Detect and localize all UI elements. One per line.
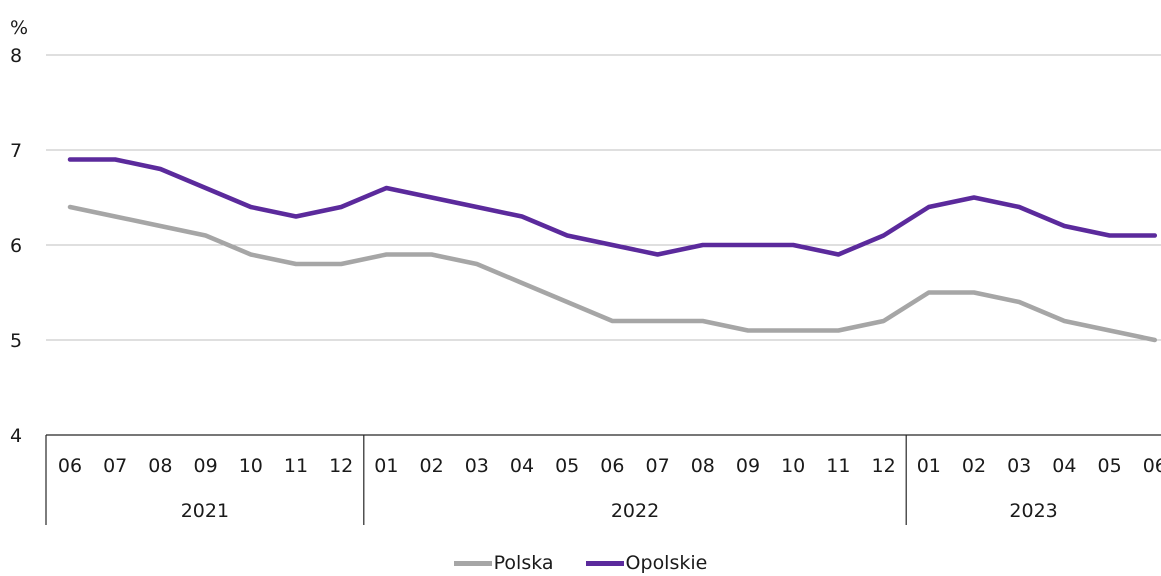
- legend-item-opolskie: Opolskie: [585, 552, 708, 574]
- series-line-opolskie: [67, 157, 1158, 257]
- x-tick-label: 09: [736, 455, 760, 477]
- y-axis-tick-labels: 4 5 6 7 8: [10, 45, 22, 447]
- legend-label-polska: Polska: [493, 552, 554, 574]
- y-tick-label-8: 8: [10, 45, 22, 67]
- legend-swatch-polska: [453, 560, 492, 566]
- year-label-2023: 2023: [1009, 500, 1057, 522]
- x-tick-label: 07: [646, 455, 670, 477]
- x-tick-label: 10: [781, 455, 805, 477]
- x-tick-label: 10: [239, 455, 263, 477]
- legend-swatch-opolskie: [585, 560, 624, 566]
- y-tick-label-7: 7: [10, 140, 22, 162]
- year-label-2022: 2022: [611, 500, 659, 522]
- x-tick-label: 05: [555, 455, 579, 477]
- x-tick-label: 12: [872, 455, 896, 477]
- y-tick-label-4: 4: [10, 425, 22, 447]
- x-tick-label: 05: [1098, 455, 1122, 477]
- x-tick-label: 06: [1143, 455, 1161, 477]
- x-tick-label: 11: [284, 455, 308, 477]
- series-lines: [67, 157, 1158, 343]
- y-tick-label-6: 6: [10, 235, 22, 257]
- legend: Polska Opolskie: [0, 550, 1161, 576]
- legend-label-opolskie: Opolskie: [625, 552, 708, 574]
- x-tick-label: 04: [1052, 455, 1076, 477]
- x-tick-label: 01: [917, 455, 941, 477]
- x-tick-label: 07: [103, 455, 127, 477]
- x-tick-label: 02: [420, 455, 444, 477]
- x-tick-label: 08: [691, 455, 715, 477]
- x-axis: 06 07 08 09 10 11 12 01 02 03 04 05 06 07 08 09 10 11 12 01…: [45, 434, 1161, 525]
- x-tick-label: 04: [510, 455, 534, 477]
- y-axis-unit-label: %: [10, 17, 28, 39]
- x-tick-label: 11: [826, 455, 850, 477]
- year-label-2021: 2021: [181, 500, 229, 522]
- x-tick-label: 03: [465, 455, 489, 477]
- x-tick-label: 09: [194, 455, 218, 477]
- x-tick-label: 08: [148, 455, 172, 477]
- y-tick-label-5: 5: [10, 330, 22, 352]
- series-line-polska: [67, 204, 1158, 343]
- x-tick-label: 01: [374, 455, 398, 477]
- x-tick-label: 02: [962, 455, 986, 477]
- x-tick-label: 03: [1007, 455, 1031, 477]
- legend-item-polska: Polska: [453, 552, 554, 574]
- x-tick-label: 06: [600, 455, 624, 477]
- x-tick-label: 12: [329, 455, 353, 477]
- x-tick-label: 06: [58, 455, 82, 477]
